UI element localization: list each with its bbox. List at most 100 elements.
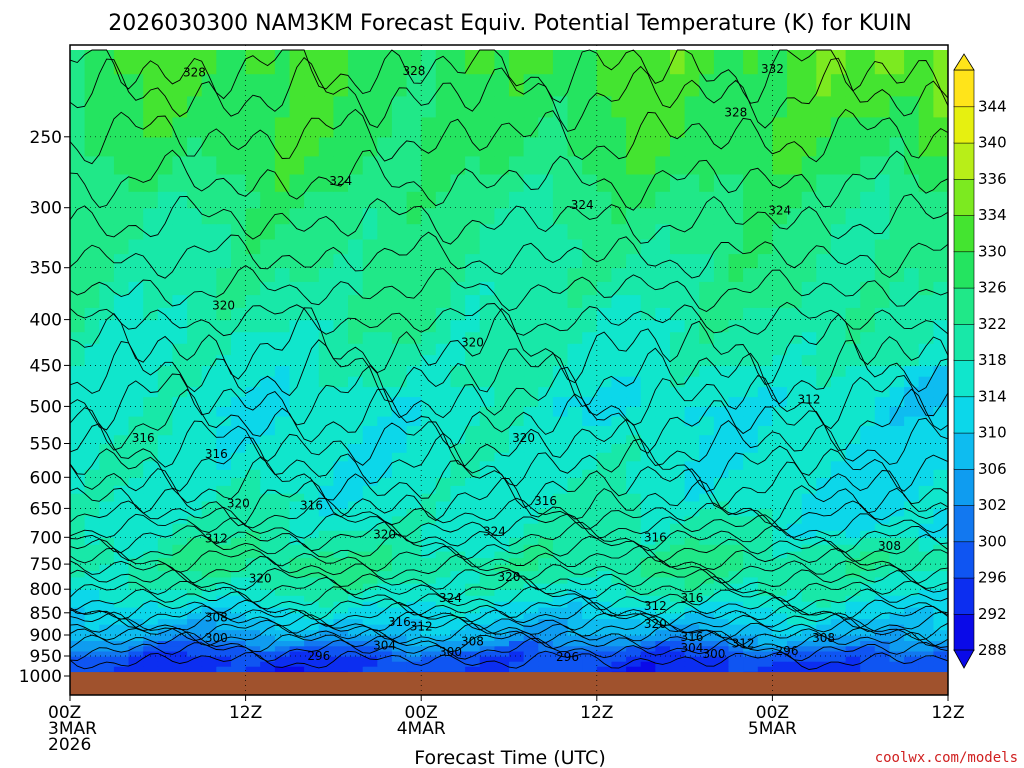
- field-cell: [157, 365, 173, 377]
- field-cell: [757, 640, 773, 647]
- field-cell: [333, 343, 349, 356]
- field-cell: [728, 629, 744, 636]
- field-cell: [787, 477, 803, 486]
- field-cell: [728, 493, 744, 502]
- field-cell: [318, 406, 334, 417]
- field-cell: [128, 557, 144, 565]
- field-cell: [231, 50, 247, 75]
- field-cell: [99, 425, 115, 436]
- field-cell: [157, 601, 173, 608]
- field-cell: [874, 656, 890, 662]
- field-cell: [494, 386, 510, 398]
- field-cell: [640, 618, 656, 625]
- field-cell: [640, 50, 656, 75]
- field-cell: [406, 155, 422, 175]
- field-cell: [245, 223, 261, 240]
- field-cell: [289, 191, 305, 209]
- field-cell: [231, 416, 247, 426]
- field-cell: [260, 607, 276, 614]
- field-cell: [816, 434, 832, 444]
- colorbar-label: 310: [978, 424, 1007, 442]
- field-cell: [757, 508, 773, 517]
- field-cell: [494, 645, 510, 652]
- field-cell: [362, 365, 378, 377]
- field-cell: [318, 493, 334, 502]
- field-cell: [509, 650, 525, 657]
- field-cell: [552, 645, 569, 652]
- field-cell: [567, 583, 583, 590]
- field-cell: [860, 460, 876, 470]
- field-cell: [596, 640, 612, 647]
- field-cell: [318, 607, 334, 614]
- field-cell: [143, 656, 159, 662]
- field-cell: [231, 343, 247, 356]
- field-cell: [406, 618, 422, 625]
- field-cell: [172, 50, 188, 75]
- field-cell: [450, 589, 466, 596]
- field-cell: [70, 95, 86, 118]
- field-cell: [318, 191, 334, 209]
- field-cell: [509, 640, 525, 647]
- contour-line: [70, 307, 948, 386]
- field-cell: [435, 343, 451, 356]
- contour-label: 320: [373, 528, 396, 542]
- colorbar-swatch: [953, 577, 975, 615]
- field-cell: [874, 434, 890, 444]
- field-cell: [231, 319, 247, 333]
- field-cell: [933, 612, 948, 620]
- field-cell: [655, 550, 671, 559]
- field-cell: [391, 557, 408, 565]
- field-cell: [274, 589, 291, 596]
- field-cell: [626, 136, 642, 157]
- field-cell: [904, 155, 920, 175]
- field-cell: [99, 530, 115, 538]
- field-cell: [567, 238, 583, 255]
- field-cell: [509, 307, 525, 321]
- field-cell: [640, 354, 656, 367]
- field-cell: [318, 583, 334, 590]
- field-cell: [523, 612, 539, 620]
- credit-link[interactable]: coolwx.com/models: [875, 750, 1018, 766]
- field-cell: [655, 564, 671, 572]
- field-cell: [201, 607, 217, 614]
- field-cell: [830, 365, 847, 377]
- field-cell: [245, 406, 261, 417]
- field-cell: [70, 583, 86, 590]
- field-cell: [406, 589, 422, 596]
- field-cell: [128, 386, 144, 398]
- field-cell: [274, 493, 291, 502]
- field-cell: [816, 396, 832, 407]
- field-cell: [172, 73, 188, 97]
- contour-line: [70, 650, 948, 670]
- field-cell: [172, 595, 188, 602]
- field-cell: [918, 416, 934, 426]
- field-cell: [538, 95, 554, 118]
- field-cell: [611, 50, 627, 75]
- field-cell: [494, 343, 510, 356]
- field-cell: [933, 460, 948, 470]
- field-cell: [699, 530, 715, 538]
- field-cell: [187, 207, 203, 225]
- field-cell: [450, 354, 466, 367]
- field-cell: [128, 523, 144, 531]
- field-cell: [172, 343, 188, 356]
- field-cell: [245, 173, 261, 192]
- field-cell: [479, 656, 495, 662]
- field-cell: [128, 136, 144, 157]
- field-cell: [772, 544, 788, 552]
- field-cell: [860, 425, 876, 436]
- field-cell: [450, 508, 466, 517]
- field-cell: [128, 589, 144, 596]
- field-cell: [333, 570, 349, 578]
- field-cell: [787, 595, 803, 602]
- field-cell: [172, 354, 188, 367]
- field-cell: [904, 386, 920, 398]
- field-cell: [231, 576, 247, 584]
- field-cell: [538, 469, 554, 478]
- field-cell: [552, 550, 569, 559]
- field-cell: [552, 307, 569, 321]
- field-cell: [289, 570, 305, 578]
- field-cell: [699, 544, 715, 552]
- field-cell: [830, 95, 847, 118]
- field-cell: [465, 564, 481, 572]
